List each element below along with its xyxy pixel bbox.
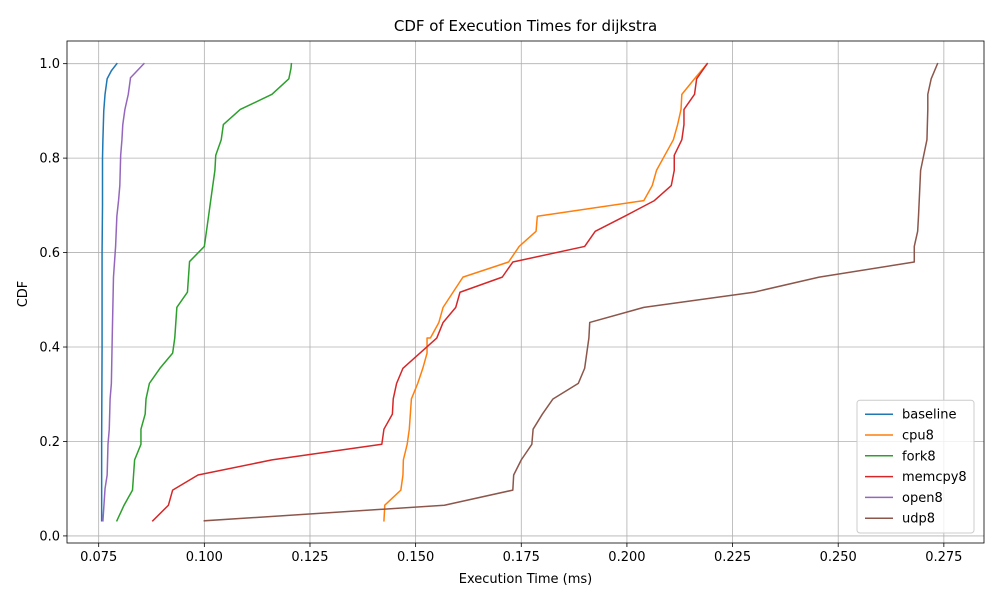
x-tick-label: 0.125 [291,550,328,565]
y-tick-label: 0.4 [39,341,60,356]
chart-title: CDF of Execution Times for dijkstra [394,17,657,35]
axes-layer [66,40,985,544]
x-tick-label: 0.275 [925,550,962,565]
y-tick-label: 0.0 [39,529,60,544]
y-tick-label: 0.2 [39,435,60,450]
legend-label-fork8: fork8 [902,449,936,464]
legend-label-cpu8: cpu8 [902,429,934,444]
grid-layer [67,41,984,543]
plot-frame [66,40,985,544]
x-axis-label: Execution Time (ms) [459,572,592,587]
legend-box [856,399,975,534]
x-tick-label: 0.100 [186,550,223,565]
y-tick-label: 1.0 [39,57,60,72]
legend-label-baseline: baseline [902,408,956,423]
x-tick-label: 0.225 [714,550,751,565]
ticks-layer: 0.075 0.100 0.125 0.150 0.175 0.200 0.225 0.250… [39,57,962,565]
legend-label-open8: open8 [902,491,943,506]
legend-label-udp8: udp8 [902,512,935,527]
x-tick-label: 0.200 [608,550,645,565]
legend: baseline cpu8 fork8 memcpy8 open8 udp8 [856,399,975,534]
series-line-baseline [100,62,118,522]
x-tick-label: 0.175 [503,550,540,565]
series-line-fork8 [115,62,293,522]
x-tick-label: 0.150 [397,550,434,565]
series-layer [100,62,939,522]
x-tick-label: 0.250 [820,550,857,565]
y-tick-label: 0.6 [39,246,60,261]
legend-label-memcpy8: memcpy8 [902,470,967,485]
series-line-memcpy8 [151,62,709,522]
series-line-cpu8 [383,62,709,522]
y-tick-label: 0.8 [39,152,60,167]
x-tick-label: 0.075 [80,550,117,565]
series-line-open8 [102,62,145,522]
series-line-udp8 [203,62,939,522]
y-axis-label: CDF [16,281,31,308]
